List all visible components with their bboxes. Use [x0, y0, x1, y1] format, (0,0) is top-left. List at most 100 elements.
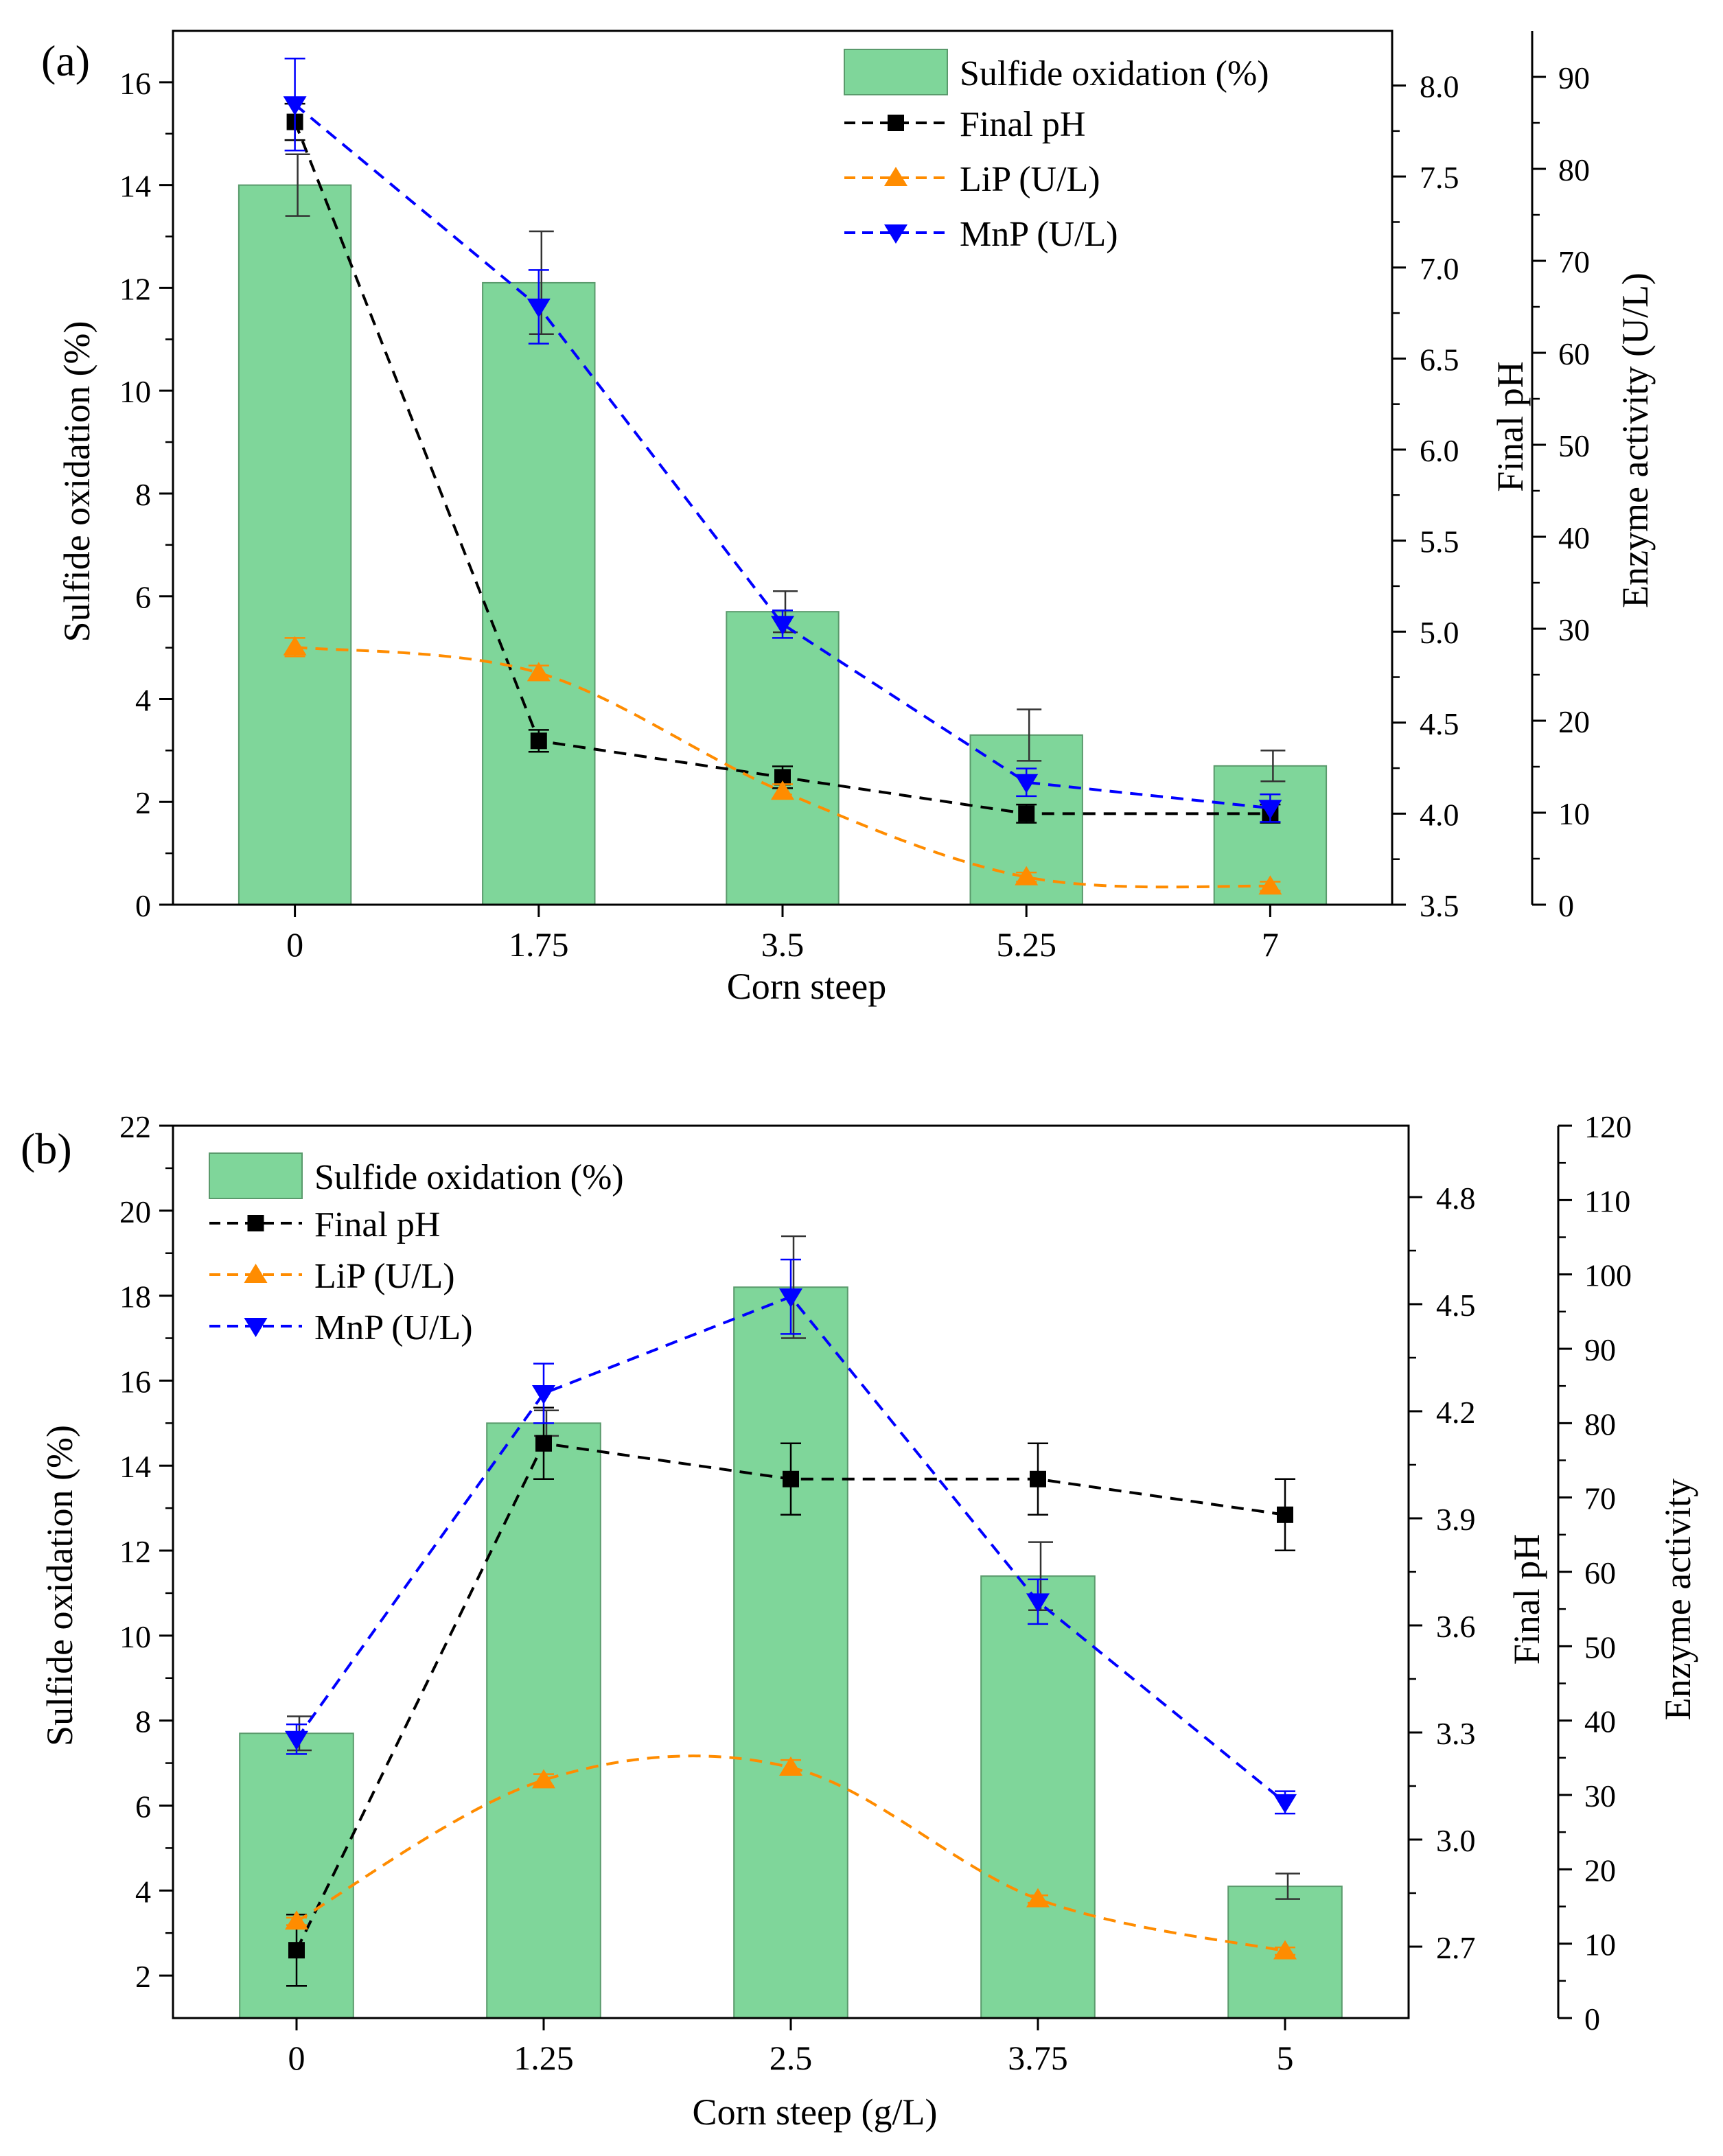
final-point-1: [530, 732, 547, 750]
lip-point-4: [1273, 1940, 1297, 1960]
left-tick-label-0: 0: [135, 888, 151, 923]
x-tick-label-1: 1.25: [513, 2039, 574, 2077]
left-tick-label-6: 14: [119, 1449, 151, 1484]
bar-1: [486, 1422, 601, 2019]
legend-label-3: MnP (U/L): [960, 215, 1118, 254]
legend-marker-2: [244, 1264, 268, 1283]
lip-point-4: [1258, 875, 1282, 895]
x-tick-label-3: 3.75: [1008, 2039, 1068, 2077]
ph-tick-label-6: 4.5: [1436, 1288, 1476, 1323]
left-tick-label-6: 12: [119, 271, 151, 306]
mnp-point-1: [527, 299, 551, 318]
left-tick-label-5: 10: [119, 374, 151, 409]
enzyme-axis-label: Enzyme activity (U/L): [1615, 273, 1656, 608]
ph-tick-label-0: 3.5: [1420, 888, 1459, 923]
x-tick-label-0: 0: [286, 925, 303, 964]
x-axis-label: Corn steep: [727, 966, 886, 1007]
ph-tick-label-7: 7.0: [1420, 251, 1459, 286]
panel-label: (b): [21, 1124, 72, 1173]
ph-tick-label-5: 4.2: [1436, 1395, 1476, 1430]
mnp-point-0: [285, 1730, 308, 1750]
ph-tick-label-3: 3.6: [1436, 1609, 1476, 1644]
bar-3: [980, 1575, 1096, 2019]
x-tick-label-0: 0: [288, 2039, 305, 2077]
lip-point-0: [285, 1910, 308, 1930]
lip-point-3: [1026, 1888, 1050, 1908]
legend: Sulfide oxidation (%) Final pH LiP (U/L) Mn…: [209, 1152, 624, 1347]
x-tick-label-1: 1.75: [509, 925, 569, 964]
x-tick-label-4: 7: [1262, 925, 1279, 964]
final-point-0: [288, 1942, 305, 1959]
enzyme-tick-label-6: 60: [1558, 336, 1590, 371]
mnp-point-3: [1026, 1593, 1050, 1613]
legend-swatch-bars: [844, 49, 948, 95]
ph-tick-label-6: 6.5: [1420, 342, 1459, 377]
enzyme-tick-label-0: 0: [1584, 2002, 1600, 2037]
enzyme-tick-label-10: 100: [1584, 1258, 1632, 1293]
legend-marker-1: [888, 115, 904, 131]
final-point-2: [783, 1470, 799, 1487]
enzyme-tick-label-7: 70: [1558, 244, 1590, 279]
x-tick-label-2: 2.5: [770, 2039, 813, 2077]
enzyme-tick-label-2: 20: [1584, 1853, 1616, 1888]
final-point-3: [1018, 805, 1035, 822]
enzyme-tick-label-5: 50: [1558, 428, 1590, 463]
bar-2: [733, 1286, 848, 2019]
left-tick-label-7: 14: [119, 169, 151, 204]
x-tick-label-3: 5.25: [996, 925, 1056, 964]
lip-point-1: [532, 1769, 555, 1789]
enzyme-tick-label-4: 40: [1584, 1704, 1616, 1739]
left-tick-label-4: 8: [135, 477, 151, 512]
legend-marker-1: [247, 1215, 264, 1231]
enzyme-tick-label-9: 90: [1584, 1332, 1616, 1367]
lip-point-2: [779, 1756, 802, 1776]
bar-1: [482, 281, 596, 905]
panel-label: (a): [41, 36, 90, 85]
legend-label-2: LiP (U/L): [960, 160, 1100, 199]
ph-tick-label-2: 4.5: [1420, 706, 1459, 741]
lip-point-1: [527, 662, 551, 682]
legend-label-0: Sulfide oxidation (%): [314, 1158, 624, 1197]
enzyme-tick-label-3: 30: [1584, 1778, 1616, 1813]
mnp-point-4: [1258, 800, 1282, 820]
left-tick-label-1: 2: [135, 785, 151, 820]
ph-tick-label-1: 3.0: [1436, 1823, 1476, 1858]
enzyme-tick-label-9: 90: [1558, 60, 1590, 95]
legend: Sulfide oxidation (%) Final pH LiP (U/L) Mn…: [844, 49, 1269, 254]
left-tick-label-0: 2: [135, 1959, 151, 1994]
legend-label-0: Sulfide oxidation (%): [960, 54, 1269, 93]
enzyme-tick-label-7: 70: [1584, 1481, 1616, 1516]
ph-tick-label-4: 5.5: [1420, 524, 1459, 559]
legend-label-1: Final pH: [314, 1205, 440, 1244]
ph-axis-label: Final pH: [1490, 361, 1531, 492]
ph-tick-label-1: 4.0: [1420, 797, 1459, 832]
ph-axis-label: Final pH: [1506, 1534, 1547, 1665]
ph-tick-label-2: 3.3: [1436, 1716, 1476, 1751]
enzyme-tick-label-6: 60: [1584, 1555, 1616, 1590]
ph-tick-label-9: 8.0: [1420, 69, 1459, 104]
left-axis-label: Sulfide oxidation (%): [56, 321, 97, 642]
x-tick-label-4: 5: [1277, 2039, 1294, 2077]
enzyme-tick-label-2: 20: [1558, 704, 1590, 739]
left-tick-label-8: 16: [119, 66, 151, 101]
enzyme-tick-label-3: 30: [1558, 612, 1590, 647]
left-tick-label-1: 4: [135, 1874, 151, 1909]
enzyme-tick-label-11: 110: [1584, 1183, 1630, 1218]
final-point-4: [1277, 1506, 1293, 1523]
ph-tick-label-5: 6.0: [1420, 433, 1459, 468]
left-tick-label-2: 4: [135, 682, 151, 717]
ph-tick-label-7: 4.8: [1436, 1181, 1476, 1216]
lip-point-3: [1015, 866, 1039, 885]
left-tick-label-5: 12: [119, 1534, 151, 1569]
left-tick-label-8: 18: [119, 1279, 151, 1314]
left-tick-label-2: 6: [135, 1789, 151, 1824]
legend-marker-3: [244, 1318, 268, 1337]
ph-tick-label-4: 3.9: [1436, 1502, 1476, 1537]
enzyme-axis-label: Enzyme activity: [1657, 1479, 1698, 1720]
enzyme-tick-label-1: 10: [1584, 1927, 1616, 1962]
enzyme-tick-label-0: 0: [1558, 888, 1574, 923]
legend-marker-3: [884, 224, 907, 244]
final-point-1: [535, 1435, 552, 1452]
left-tick-label-3: 8: [135, 1704, 151, 1739]
